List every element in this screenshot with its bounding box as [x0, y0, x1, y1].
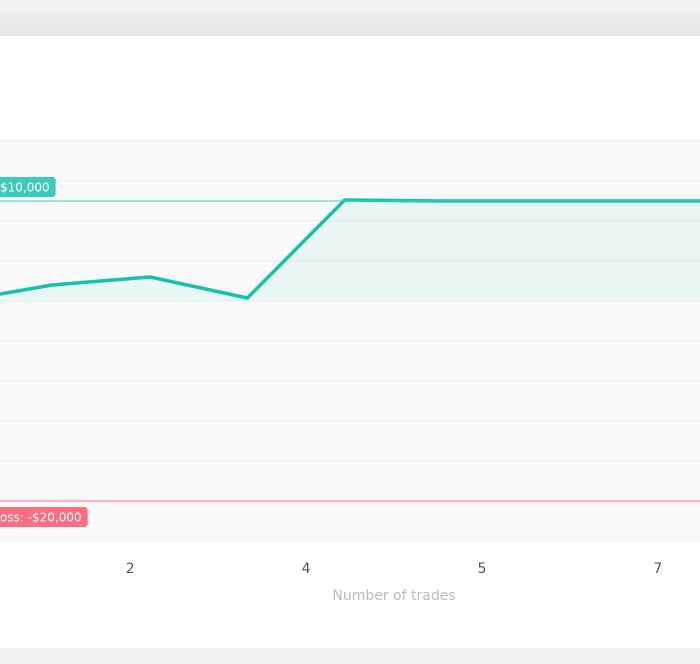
x-tick-label: 4: [302, 561, 311, 577]
x-tick-label: 2: [126, 561, 135, 577]
x-axis-title: Number of trades: [332, 588, 455, 604]
annotation-box: [0, 507, 88, 527]
annotation-label: $10,000: [0, 181, 50, 195]
top-band: [0, 0, 700, 36]
annotation-box: [0, 177, 56, 197]
area: [0, 200, 700, 301]
x-tick-label: 5: [477, 561, 486, 577]
annotation-label: oss: -$20,000: [0, 511, 82, 525]
x-tick-label: 7: [653, 561, 662, 577]
